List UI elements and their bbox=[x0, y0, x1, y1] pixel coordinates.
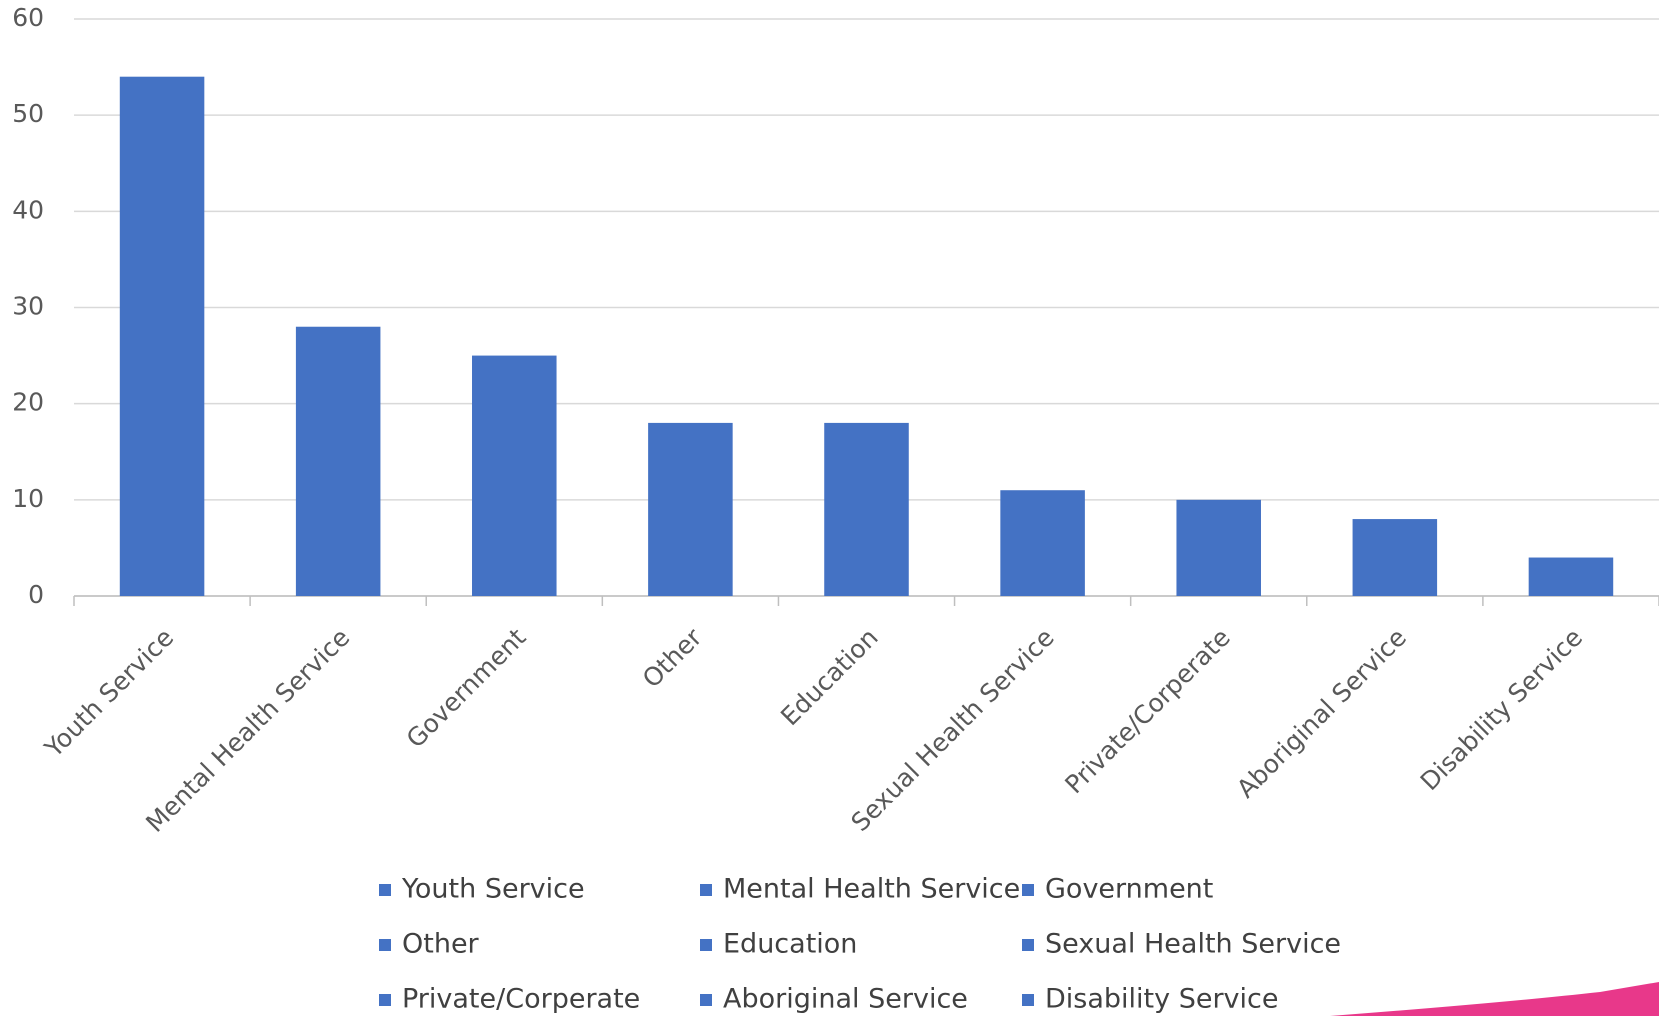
bar bbox=[648, 423, 733, 596]
bar bbox=[120, 77, 205, 596]
legend-swatch bbox=[700, 994, 712, 1006]
legend-label: Sexual Health Service bbox=[1045, 929, 1341, 960]
decoration-swoosh bbox=[1330, 982, 1659, 1016]
legend-label: Education bbox=[723, 929, 857, 960]
legend-label: Mental Health Service bbox=[723, 874, 1020, 905]
x-tick-label: Other bbox=[637, 622, 708, 693]
bar bbox=[296, 327, 381, 596]
x-tick-label: Aboriginal Service bbox=[1231, 623, 1412, 804]
legend-swatch bbox=[1022, 994, 1034, 1006]
y-tick-label: 0 bbox=[28, 580, 44, 609]
legend-label: Disability Service bbox=[1045, 984, 1278, 1015]
y-tick-label: 10 bbox=[12, 484, 44, 513]
legend-swatch bbox=[379, 994, 391, 1006]
legend-label: Private/Corperate bbox=[402, 984, 640, 1015]
y-tick-label: 60 bbox=[12, 3, 44, 32]
legend-swatch bbox=[379, 939, 391, 951]
y-tick-label: 50 bbox=[12, 99, 44, 128]
legend-swatch bbox=[379, 884, 391, 896]
y-tick-label: 40 bbox=[12, 195, 44, 224]
legend: Youth Service Mental Health Service Govern… bbox=[379, 874, 1341, 1015]
legend-label: Other bbox=[402, 929, 480, 960]
bar bbox=[1000, 490, 1085, 596]
y-tick-label: 30 bbox=[12, 292, 44, 321]
x-tick-label: Private/Corperate bbox=[1059, 623, 1236, 800]
legend-swatch bbox=[1022, 884, 1034, 896]
x-tick-label: Mental Health Service bbox=[140, 623, 355, 838]
bar bbox=[1176, 500, 1261, 596]
page: {"chart_data": {"type": "bar", "categori… bbox=[0, 0, 1659, 1016]
legend-swatch bbox=[1022, 939, 1034, 951]
bar bbox=[1529, 558, 1614, 596]
bar bbox=[472, 356, 557, 596]
bar bbox=[824, 423, 909, 596]
x-tick-label: Education bbox=[775, 623, 884, 732]
chart: Youth ServiceMental Health ServiceGovern… bbox=[0, 0, 1659, 1016]
legend-swatch bbox=[700, 884, 712, 896]
y-tick-label: 20 bbox=[12, 388, 44, 417]
x-tick-label: Government bbox=[401, 623, 532, 754]
x-tick-label: Disability Service bbox=[1415, 623, 1588, 796]
bar bbox=[1353, 519, 1438, 596]
legend-label: Youth Service bbox=[401, 874, 585, 905]
legend-label: Aboriginal Service bbox=[723, 984, 968, 1015]
x-tick-label: Sexual Health Service bbox=[845, 623, 1059, 837]
legend-swatch bbox=[700, 939, 712, 951]
x-tick-label: Youth Service bbox=[38, 623, 179, 764]
legend-label: Government bbox=[1045, 874, 1213, 905]
